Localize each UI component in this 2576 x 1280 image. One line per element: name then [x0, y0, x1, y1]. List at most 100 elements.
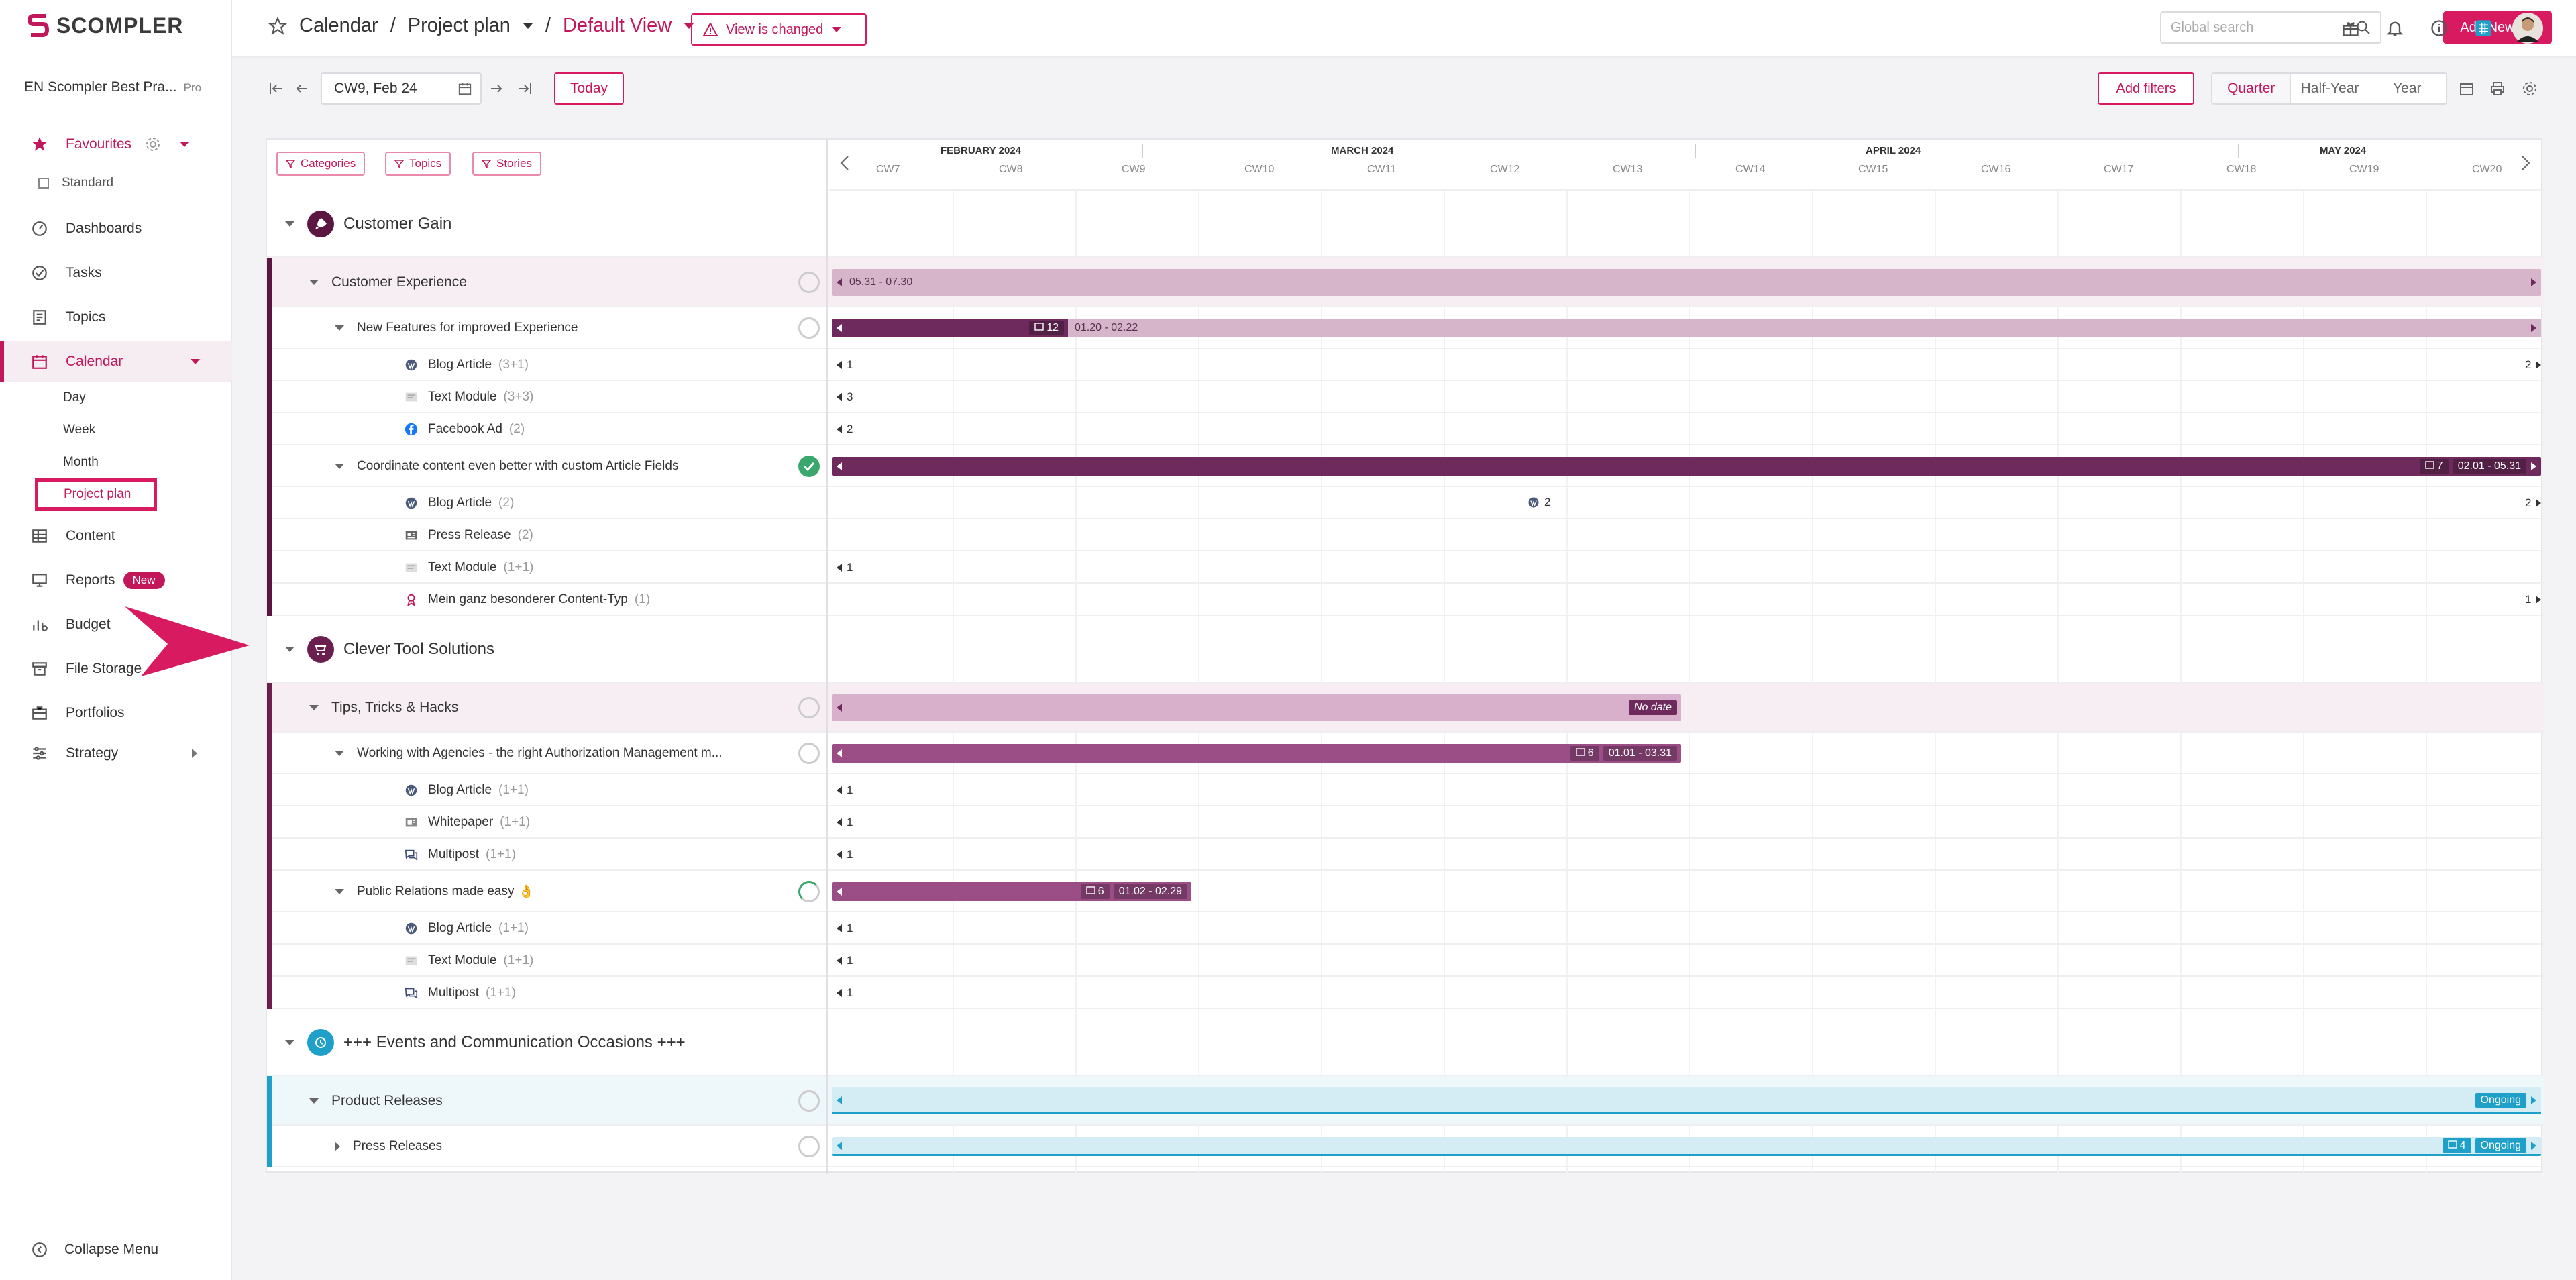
count-left[interactable]: 3	[836, 390, 853, 404]
timeline-bar[interactable]: 12	[832, 319, 1068, 337]
date-picker-input[interactable]: CW9, Feb 24	[321, 72, 482, 105]
timeline-bar[interactable]: 6 01.02 - 02.29	[832, 882, 1191, 901]
status-circle-icon[interactable]	[798, 1136, 820, 1157]
chevron-right-icon[interactable]	[191, 747, 199, 759]
calendar-sub-week[interactable]: Week	[63, 423, 96, 437]
sidebar-item-tasks[interactable]: Tasks	[0, 252, 232, 294]
global-search-input[interactable]: Global search	[2160, 11, 2381, 44]
add-filters-button[interactable]: Add filters	[2098, 72, 2194, 105]
count-mid[interactable]: 2	[1527, 496, 1550, 509]
expand-caret-down-icon[interactable]	[334, 463, 345, 470]
collapse-menu-button[interactable]: Collapse Menu	[31, 1241, 158, 1259]
count-right[interactable]: 2	[2525, 358, 2542, 372]
timeline-prev-icon[interactable]	[839, 154, 851, 172]
sidebar-item-reports[interactable]: Reports New	[0, 559, 232, 601]
workspace-switcher[interactable]: EN Scompler Best Pra... Pro	[24, 79, 201, 95]
breadcrumb-project-plan[interactable]: Project plan	[407, 15, 511, 36]
calendar-sub-month[interactable]: Month	[63, 455, 99, 469]
view-selector[interactable]: Default View	[562, 15, 672, 36]
expand-caret-down-icon[interactable]	[309, 704, 319, 711]
count-left[interactable]: 1	[836, 816, 853, 829]
group-row[interactable]: Customer Gain	[267, 191, 2544, 258]
chevron-down-icon[interactable]	[523, 23, 533, 30]
calendar-sub-day[interactable]: Day	[63, 390, 86, 405]
expand-caret-down-icon[interactable]	[334, 750, 345, 757]
gear-icon[interactable]	[145, 136, 161, 152]
today-button[interactable]: Today	[554, 72, 624, 105]
expand-caret-down-icon[interactable]	[284, 221, 295, 227]
timeline-bar-extension[interactable]: 01.20 - 02.22	[1068, 319, 2541, 337]
app-grid-icon[interactable]	[2470, 15, 2497, 42]
timeline-next-icon[interactable]	[2520, 154, 2532, 172]
chip-stories[interactable]: Stories	[472, 152, 541, 176]
topic-row[interactable]: Tips, Tricks & Hacks No date	[267, 683, 2544, 733]
first-page-icon[interactable]	[264, 72, 288, 105]
sidebar-item-strategy[interactable]: Strategy	[0, 733, 232, 774]
count-left[interactable]: 1	[836, 784, 853, 797]
chevron-down-icon[interactable]	[189, 358, 201, 366]
timeline-bar[interactable]: No date	[832, 694, 1681, 721]
sidebar-item-budget[interactable]: Budget	[0, 604, 232, 645]
expand-caret-down-icon[interactable]	[284, 646, 295, 653]
expand-caret-down-icon[interactable]	[284, 1039, 295, 1046]
calendar-export-icon[interactable]	[2454, 72, 2479, 105]
user-avatar[interactable]	[2512, 12, 2544, 44]
timeline-bar[interactable]: 7 02.01 - 05.31	[832, 457, 2541, 476]
group-row[interactable]: +++ Events and Communication Occasions +…	[267, 1009, 2544, 1076]
topic-row[interactable]: Product Releases Ongoing	[267, 1076, 2544, 1126]
count-left[interactable]: 1	[836, 358, 853, 372]
story-row[interactable]: New Features for improved Experience 12 01…	[267, 307, 2544, 349]
status-circle-icon[interactable]	[798, 317, 820, 339]
star-outline-icon[interactable]	[268, 16, 287, 36]
sidebar-item-topics[interactable]: Topics	[0, 297, 232, 338]
range-year[interactable]: Year	[2393, 81, 2422, 96]
calendar-sub-project-plan[interactable]: Project plan	[35, 478, 157, 511]
last-page-icon[interactable]	[513, 72, 537, 105]
breadcrumb-calendar[interactable]: Calendar	[299, 15, 378, 36]
bell-icon[interactable]	[2381, 15, 2408, 42]
sidebar-item-favourites[interactable]: Favourites	[0, 123, 232, 165]
sidebar-item-content[interactable]: Content	[0, 515, 232, 557]
count-left[interactable]: 1	[836, 986, 853, 1000]
brand-logo[interactable]: SCOMPLER	[27, 12, 183, 39]
timeline-bar[interactable]: 05.31 - 07.30	[832, 269, 2541, 296]
sidebar-item-dashboards[interactable]: Dashboards	[0, 208, 232, 250]
count-left[interactable]: 1	[836, 848, 853, 861]
story-row[interactable]: Coordinate content even better with cust…	[267, 445, 2544, 487]
expand-caret-down-icon[interactable]	[334, 888, 345, 895]
timeline-bar[interactable]: 6 01.01 - 03.31	[832, 744, 1681, 763]
sidebar-item-calendar[interactable]: Calendar	[0, 341, 232, 382]
range-quarter[interactable]: Quarter	[2212, 74, 2292, 103]
count-left[interactable]: 1	[836, 954, 853, 967]
settings-gear-icon[interactable]	[2517, 72, 2542, 105]
expand-caret-down-icon[interactable]	[309, 1098, 319, 1104]
count-right[interactable]: 1	[2525, 593, 2542, 606]
status-circle-icon[interactable]	[798, 881, 820, 902]
gift-icon[interactable]	[2337, 15, 2364, 42]
expand-caret-right-icon[interactable]	[334, 1141, 341, 1152]
timeline-bar[interactable]: Ongoing	[832, 1087, 2541, 1114]
count-right[interactable]: 2	[2525, 496, 2542, 510]
count-left[interactable]: 1	[836, 922, 853, 935]
arrow-left-icon[interactable]	[290, 72, 314, 105]
story-row[interactable]: Press Releases 4 Ongoing	[267, 1126, 2544, 1167]
count-left[interactable]: 2	[836, 423, 853, 436]
chevron-down-icon[interactable]	[178, 140, 191, 148]
status-circle-icon[interactable]	[798, 697, 820, 718]
expand-caret-down-icon[interactable]	[309, 279, 319, 286]
print-icon[interactable]	[2485, 72, 2510, 105]
info-icon[interactable]	[2426, 15, 2453, 42]
favourite-standard[interactable]: Standard	[38, 176, 113, 191]
arrow-right-icon[interactable]	[484, 72, 508, 105]
status-circle-icon[interactable]	[798, 1090, 820, 1112]
chip-topics[interactable]: Topics	[385, 152, 451, 176]
timeline-bar[interactable]: 4 Ongoing	[832, 1137, 2541, 1156]
status-done-icon[interactable]	[798, 456, 820, 477]
group-row[interactable]: Clever Tool Solutions	[267, 616, 2544, 683]
sidebar-item-portfolios[interactable]: Portfolios	[0, 692, 232, 734]
expand-caret-down-icon[interactable]	[334, 325, 345, 331]
range-half-year[interactable]: Half-Year	[2300, 81, 2359, 96]
story-row[interactable]: Working with Agencies - the right Author…	[267, 733, 2544, 774]
status-circle-icon[interactable]	[798, 743, 820, 764]
view-changed-button[interactable]: View is changed	[691, 13, 867, 46]
